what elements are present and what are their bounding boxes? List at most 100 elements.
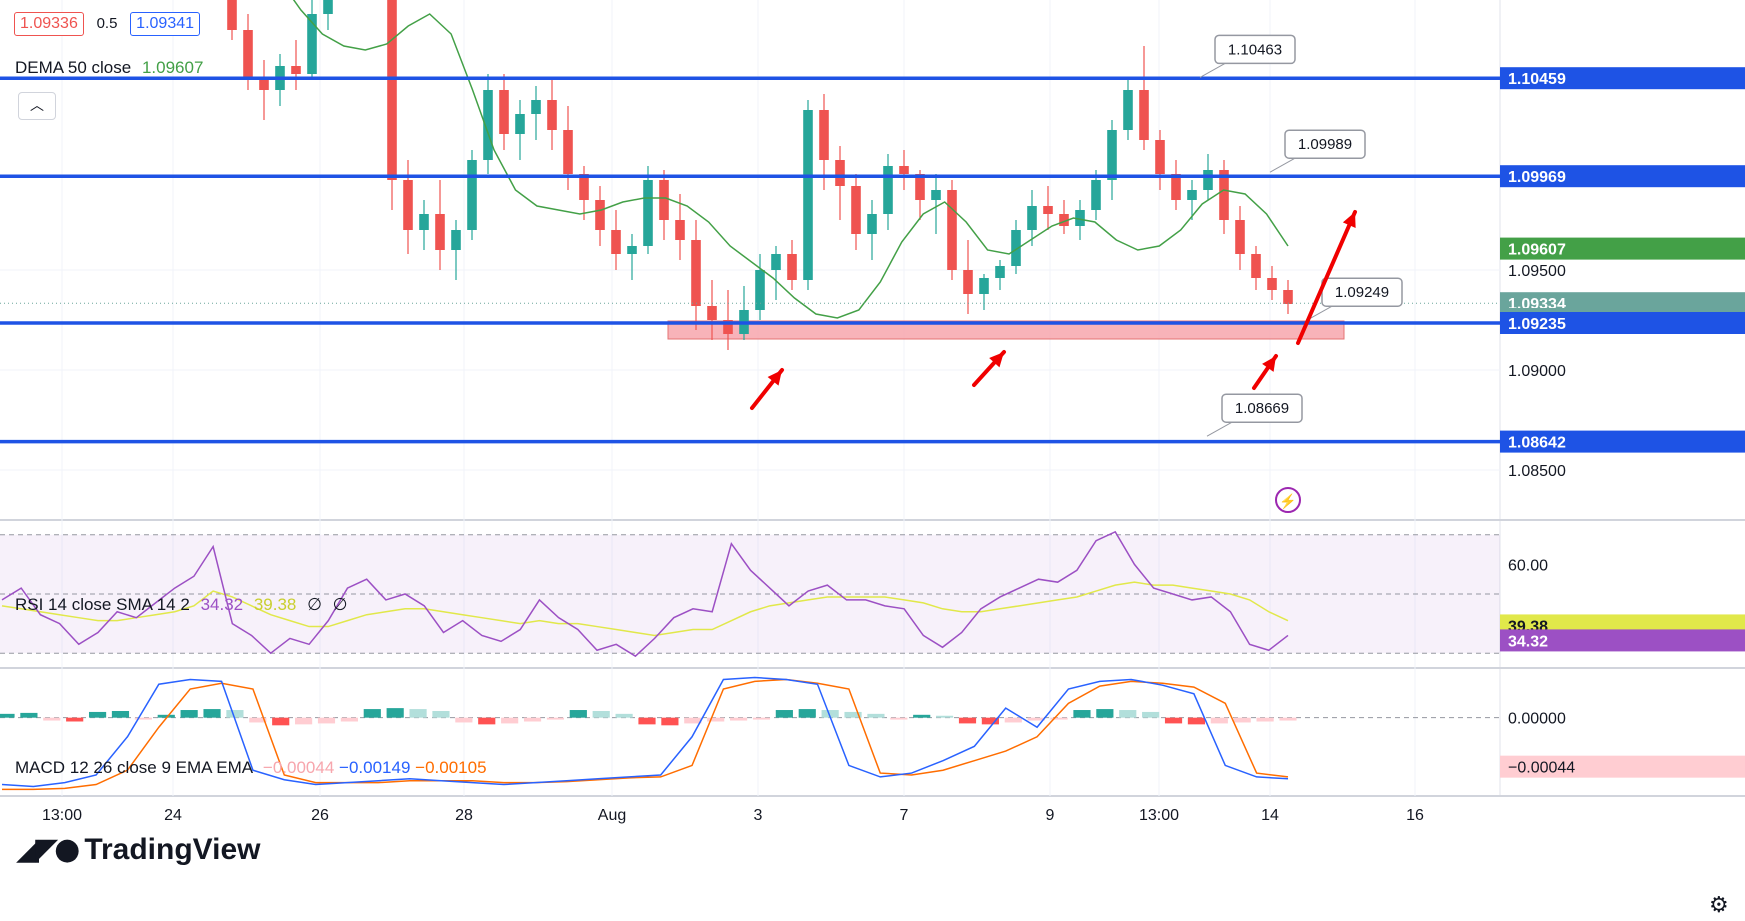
candle-body <box>979 278 989 294</box>
candle-body <box>819 110 829 160</box>
price-tag <box>1500 165 1745 188</box>
tradingview-logo[interactable]: ◢◤● TradingView <box>16 832 261 867</box>
callout-pointer <box>1206 421 1233 437</box>
candle-body <box>1187 190 1197 200</box>
quote-header: 1.09336 0.5 1.09341 <box>14 12 201 36</box>
macd-hist-bar <box>363 709 381 718</box>
candle-body <box>1171 174 1181 200</box>
candle-body <box>387 0 397 180</box>
dema-value: 1.09607 <box>141 58 204 77</box>
candle-body <box>1235 220 1245 254</box>
macd-hist-bar <box>1004 717 1022 723</box>
candle-body <box>1251 254 1261 278</box>
arrow-breakout-head <box>1342 212 1356 228</box>
price-tag-label: 1.10459 <box>1508 71 1566 88</box>
gear-icon[interactable]: ⚙ <box>1709 892 1729 917</box>
candle-body <box>707 306 717 320</box>
callout-label: 1.10463 <box>1228 41 1282 58</box>
candle-body <box>995 266 1005 278</box>
candle-body <box>963 270 973 294</box>
rsi-tag-label: 34.32 <box>1508 633 1548 650</box>
macd-hist-bar <box>111 710 130 718</box>
candle-body <box>515 114 525 134</box>
macd-hist-bar <box>523 717 542 722</box>
macd-hist-bar <box>684 717 702 724</box>
callout-box <box>1214 34 1296 65</box>
x-tick-label: 26 <box>311 807 329 824</box>
candle-body <box>659 180 669 220</box>
lightning-icon <box>1275 487 1301 513</box>
macd-hist-bar <box>340 717 358 722</box>
price-tag-label: 1.09969 <box>1508 169 1566 186</box>
candle-body <box>595 200 605 230</box>
rsi-extra-1: ∅ <box>307 595 322 614</box>
rsi-value: 34.32 <box>200 595 244 614</box>
ask-price-box[interactable]: 1.09341 <box>130 12 201 36</box>
x-tick-label: 7 <box>900 807 909 824</box>
macd-hist-bar <box>1096 709 1114 718</box>
x-tick-label: 3 <box>754 807 763 824</box>
macd-hist-bar <box>43 717 61 721</box>
candle-body <box>883 166 893 214</box>
macd-hist-bar <box>867 713 885 718</box>
macd-tag <box>1500 755 1745 778</box>
price-tag <box>1500 312 1745 334</box>
rsi-label: RSI 14 close SMA 14 2 <box>15 595 190 614</box>
price-tag <box>1500 430 1745 453</box>
candle-body <box>435 214 445 250</box>
x-tick-label: Aug <box>598 807 626 824</box>
macd-hist-bar <box>798 709 816 718</box>
callout-label: 1.09989 <box>1298 136 1352 153</box>
macd-hist-bar <box>661 717 679 726</box>
candle-body <box>323 0 333 14</box>
candle-body <box>899 166 909 174</box>
candle-body <box>467 160 477 230</box>
bid-price-box[interactable]: 1.09336 <box>14 12 84 36</box>
macd-hist-bar <box>1233 717 1251 723</box>
macd-hist-bar <box>890 717 908 720</box>
candle-body <box>723 320 733 334</box>
lightning-glyph: ⚡ <box>1279 493 1296 510</box>
macd-label: MACD 12 26 close 9 EMA EMA <box>15 758 253 777</box>
candle-body <box>755 270 765 310</box>
macd-hist-bar <box>157 714 175 718</box>
callout-pointer <box>1199 62 1226 78</box>
macd-hist-bar <box>386 708 404 718</box>
candle-body <box>611 230 621 254</box>
macd-tick-label: 0.00000 <box>1508 711 1566 728</box>
rsi-legend[interactable]: RSI 14 close SMA 14 2 34.32 39.38 ∅ ∅ <box>15 595 347 615</box>
candle-body <box>563 130 573 174</box>
chevron-up-icon[interactable]: ︿ <box>18 92 56 120</box>
callout-box <box>1221 393 1303 423</box>
macd-hist-bar <box>1050 717 1068 720</box>
candle-body <box>915 174 925 200</box>
arrow-breakout <box>1296 210 1357 345</box>
candle-body <box>851 186 861 234</box>
candle-body <box>1139 90 1149 140</box>
macd-hist-bar <box>20 712 38 718</box>
macd-hist-bar <box>707 717 725 722</box>
macd-hist-bar <box>134 717 152 720</box>
rsi-sma-line <box>1 581 1289 637</box>
x-tick-label: 13:00 <box>42 807 82 824</box>
macd-hist-bar <box>638 717 656 725</box>
macd-hist-bar <box>203 709 221 718</box>
rsi-tick-label: 60.00 <box>1508 557 1548 574</box>
macd-hist-bar <box>501 717 519 724</box>
macd-signal-value: −0.00105 <box>415 758 487 777</box>
macd-hist-bar <box>913 714 931 718</box>
macd-legend[interactable]: MACD 12 26 close 9 EMA EMA −0.00044 −0.0… <box>15 758 487 778</box>
candle-body <box>1155 140 1165 174</box>
macd-hist-bar <box>775 710 793 718</box>
candle-body <box>531 100 541 114</box>
candle-body <box>787 254 797 280</box>
macd-hist-bar <box>1256 717 1274 722</box>
macd-hist-bar <box>569 710 587 718</box>
price-tick-label: 1.09500 <box>1508 263 1566 280</box>
x-tick-label: 16 <box>1406 807 1424 824</box>
price-tick-label: 1.09000 <box>1508 363 1566 380</box>
callout-box <box>1284 129 1366 159</box>
dema-legend[interactable]: DEMA 50 close 1.09607 <box>15 58 203 78</box>
candle-body <box>627 246 637 254</box>
